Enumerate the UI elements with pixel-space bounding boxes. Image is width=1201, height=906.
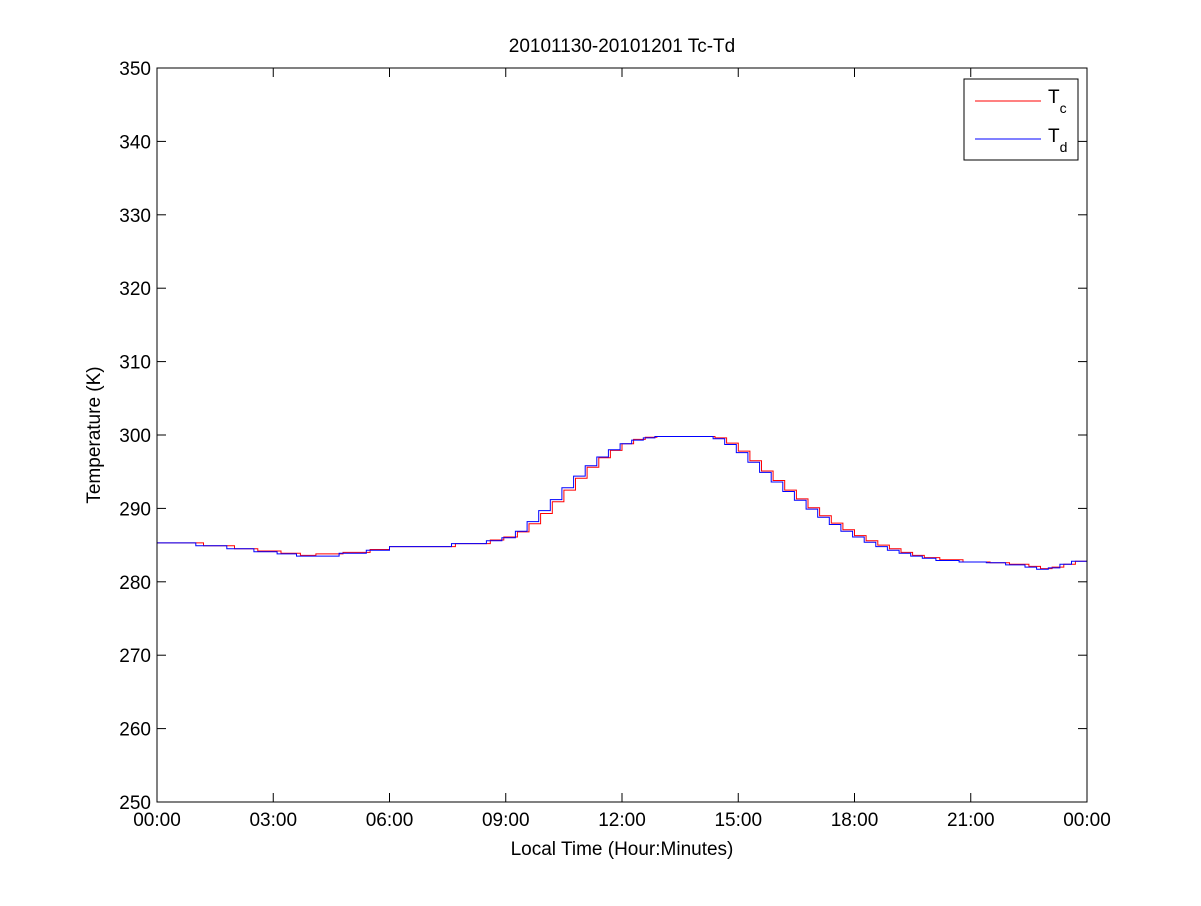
y-tick-label: 260	[119, 720, 151, 741]
legend-label-tc: Tc	[1048, 87, 1067, 116]
legend-label-td: Td	[1048, 126, 1067, 155]
y-tick-label: 300	[119, 426, 151, 447]
y-tick-label: 280	[119, 573, 151, 594]
legend: Tc Td	[963, 78, 1079, 161]
y-tick-label: 270	[119, 646, 151, 667]
x-tick-label: 09:00	[482, 810, 530, 831]
x-tick-label: 06:00	[366, 810, 414, 831]
legend-label-td-subscript: d	[1060, 139, 1068, 155]
legend-label-tc-subscript: c	[1060, 100, 1067, 116]
series-line-td	[157, 436, 1088, 570]
y-tick-label: 250	[119, 793, 151, 814]
x-tick-label: 15:00	[714, 810, 762, 831]
legend-label-tc-main: T	[1048, 87, 1060, 108]
x-tick-label: 00:00	[1063, 810, 1111, 831]
y-tick-label: 320	[119, 279, 151, 300]
x-tick-label: 03:00	[249, 810, 297, 831]
x-tick-label: 00:00	[133, 810, 181, 831]
ticks-layer: 00:00 03:00 06:00 09:00 12:00 15:00 18:00 21:00…	[119, 59, 1110, 831]
x-tick-label: 21:00	[947, 810, 995, 831]
y-tick-label: 330	[119, 206, 151, 227]
y-tick-label: 350	[119, 59, 151, 80]
y-tick-label: 340	[119, 132, 151, 153]
chart-title: 20101130-20101201 Tc-Td	[509, 36, 735, 57]
x-tick-label: 18:00	[831, 810, 879, 831]
axes-box	[156, 67, 1088, 803]
legend-box	[963, 78, 1079, 161]
plot-area	[157, 68, 1087, 802]
legend-label-td-main: T	[1048, 126, 1060, 147]
y-axis-label: Temperature (K)	[84, 366, 105, 503]
series-layer	[157, 436, 1088, 570]
x-tick-label: 12:00	[598, 810, 646, 831]
x-axis-label: Local Time (Hour:Minutes)	[511, 839, 734, 860]
y-tick-label: 310	[119, 353, 151, 374]
y-tick-label: 290	[119, 499, 151, 520]
